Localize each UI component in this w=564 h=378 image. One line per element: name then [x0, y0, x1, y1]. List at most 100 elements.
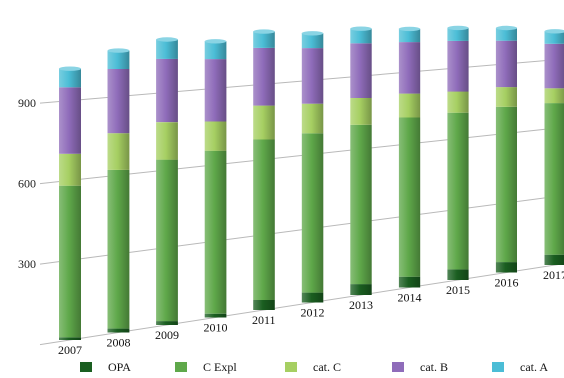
bar-segment-c-expl-2013	[350, 124, 372, 285]
bar-segment-cat-a-2016	[495, 28, 517, 41]
x-tick-label: 2016	[495, 276, 519, 290]
x-tick-label: 2013	[349, 298, 373, 312]
bar-stack-2010	[204, 39, 227, 318]
bar-stack-2012	[301, 31, 324, 303]
bar-segment-opa-2012	[301, 292, 324, 303]
x-tick-label: 2008	[107, 336, 131, 350]
bar-segment-cat-b-2008	[107, 69, 130, 134]
bar-top-cap	[59, 66, 81, 71]
bar-top-cap	[447, 25, 469, 31]
bar-segment-cat-c-2007	[59, 153, 81, 186]
bar-top-cap	[301, 31, 324, 36]
legend-swatch-cat-a	[492, 362, 504, 372]
bar-segment-cat-a-2011	[253, 31, 275, 48]
bar-segment-c-expl-2012	[301, 133, 324, 293]
x-tick-label: 2009	[155, 328, 179, 342]
bar-segment-c-expl-2011	[253, 139, 275, 300]
legend-item-c-expl: C Expl	[175, 358, 237, 376]
x-tick-label: 2014	[398, 291, 422, 305]
bars	[59, 25, 564, 340]
bar-segment-c-expl-2016	[495, 106, 517, 263]
legend-item-cat-c: cat. C	[285, 358, 341, 376]
x-tick-label: 2010	[204, 321, 228, 335]
bar-stack-2009	[156, 37, 178, 325]
bar-segment-cat-b-2010	[204, 59, 227, 122]
x-tick-label: 2011	[252, 313, 276, 327]
bar-segment-opa-2016	[495, 262, 517, 273]
bar-segment-c-expl-2014	[398, 117, 421, 277]
legend-item-cat-a: cat. A	[492, 358, 548, 376]
bar-segment-opa-2015	[447, 269, 469, 280]
bar-segment-opa-2011	[253, 300, 275, 310]
bar-segment-cat-a-2010	[204, 41, 227, 60]
bar-segment-cat-a-2014	[398, 28, 421, 43]
bar-segment-cat-b-2015	[447, 40, 469, 92]
bar-segment-cat-b-2017	[544, 43, 564, 89]
bar-top-cap	[253, 29, 275, 34]
bar-stack-2011	[253, 29, 275, 310]
legend-swatch-opa	[80, 362, 92, 372]
bar-stack-2017	[544, 29, 564, 265]
bar-stack-2013	[350, 26, 372, 295]
bar-segment-cat-c-2014	[398, 93, 421, 118]
bar-segment-cat-a-2015	[447, 27, 469, 41]
legend-swatch-cat-c	[285, 362, 297, 372]
bar-top-cap	[107, 48, 130, 53]
bar-top-cap	[204, 39, 227, 44]
bar-segment-cat-c-2012	[301, 103, 324, 134]
y-tick-label: 900	[18, 96, 36, 110]
legend-swatch-cat-b	[392, 362, 404, 372]
bar-segment-cat-a-2013	[350, 28, 372, 44]
legend: OPA C Expl cat. C cat. B cat. A	[80, 358, 560, 376]
legend-item-opa: OPA	[80, 358, 131, 376]
bar-segment-cat-b-2016	[495, 40, 517, 88]
bar-segment-c-expl-2008	[107, 169, 130, 329]
bar-segment-cat-b-2013	[350, 43, 372, 98]
legend-label-cat-c: cat. C	[313, 359, 341, 374]
y-tick-label: 600	[18, 177, 36, 191]
legend-swatch-c-expl	[175, 362, 187, 372]
bar-segment-cat-b-2007	[59, 87, 81, 154]
legend-item-cat-b: cat. B	[392, 358, 448, 376]
legend-label-cat-a: cat. A	[520, 359, 548, 374]
legend-label-cat-b: cat. B	[420, 359, 448, 374]
bar-top-cap	[156, 37, 178, 42]
bar-segment-c-expl-2015	[447, 112, 469, 270]
bar-stack-2016	[495, 25, 518, 273]
bar-segment-opa-2014	[398, 276, 421, 288]
bar-stack-2008	[107, 48, 130, 333]
bar-segment-cat-b-2014	[398, 42, 421, 94]
bar-segment-c-expl-2017	[544, 103, 564, 255]
x-tick-label: 2017	[543, 268, 564, 282]
bar-segment-cat-a-2012	[301, 33, 324, 49]
bar-segment-cat-c-2017	[544, 88, 564, 104]
y-axis-ticks: 300 600 900	[18, 96, 36, 271]
bar-segment-cat-c-2013	[350, 98, 372, 125]
bar-segment-cat-c-2011	[253, 105, 275, 140]
bar-segment-cat-a-2008	[107, 50, 130, 69]
legend-label-c-expl: C Expl	[203, 359, 237, 374]
bar-top-cap	[544, 29, 564, 34]
bar-stack-2015	[447, 25, 469, 280]
bar-segment-cat-a-2007	[59, 68, 81, 88]
x-tick-label: 2007	[58, 343, 82, 357]
bar-segment-opa-2007	[59, 337, 81, 340]
bar-segment-cat-c-2008	[107, 133, 130, 170]
bar-segment-cat-c-2009	[156, 122, 178, 160]
bar-top-cap	[495, 25, 518, 31]
bar-segment-cat-b-2011	[253, 47, 275, 106]
bar-stack-2014	[398, 26, 421, 288]
bar-segment-c-expl-2010	[204, 150, 227, 314]
bar-segment-cat-b-2012	[301, 48, 324, 104]
bar-segment-opa-2009	[156, 321, 178, 325]
bar-segment-c-expl-2009	[156, 159, 178, 322]
bar-segment-cat-c-2016	[495, 87, 517, 107]
bar-segment-cat-a-2009	[156, 39, 178, 59]
bar-stack-2007	[59, 66, 81, 340]
bar-segment-opa-2013	[350, 284, 372, 295]
x-tick-label: 2012	[301, 306, 325, 320]
y-tick-label: 300	[18, 257, 36, 271]
x-axis-ticks: 2007 2008 2009 2010 2011 2012 2013 2014 2015 2016…	[58, 268, 564, 357]
bar-segment-cat-c-2010	[204, 121, 227, 151]
